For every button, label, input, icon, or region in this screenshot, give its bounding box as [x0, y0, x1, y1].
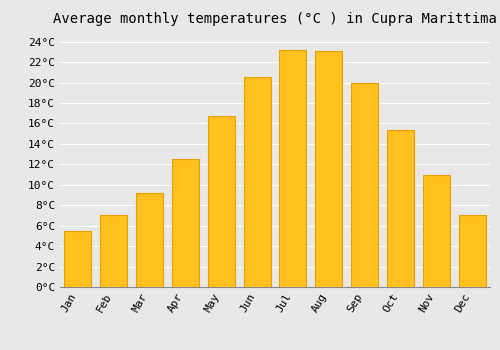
- Bar: [64, 231, 92, 287]
- Bar: [280, 50, 306, 287]
- Bar: [100, 216, 127, 287]
- Bar: [351, 83, 378, 287]
- Bar: [244, 77, 270, 287]
- Bar: [136, 193, 163, 287]
- Title: Average monthly temperatures (°C ) in Cupra Marittima: Average monthly temperatures (°C ) in Cu…: [53, 12, 497, 26]
- Bar: [172, 159, 199, 287]
- Bar: [316, 51, 342, 287]
- Bar: [423, 175, 450, 287]
- Bar: [208, 116, 234, 287]
- Bar: [458, 216, 485, 287]
- Bar: [387, 130, 414, 287]
